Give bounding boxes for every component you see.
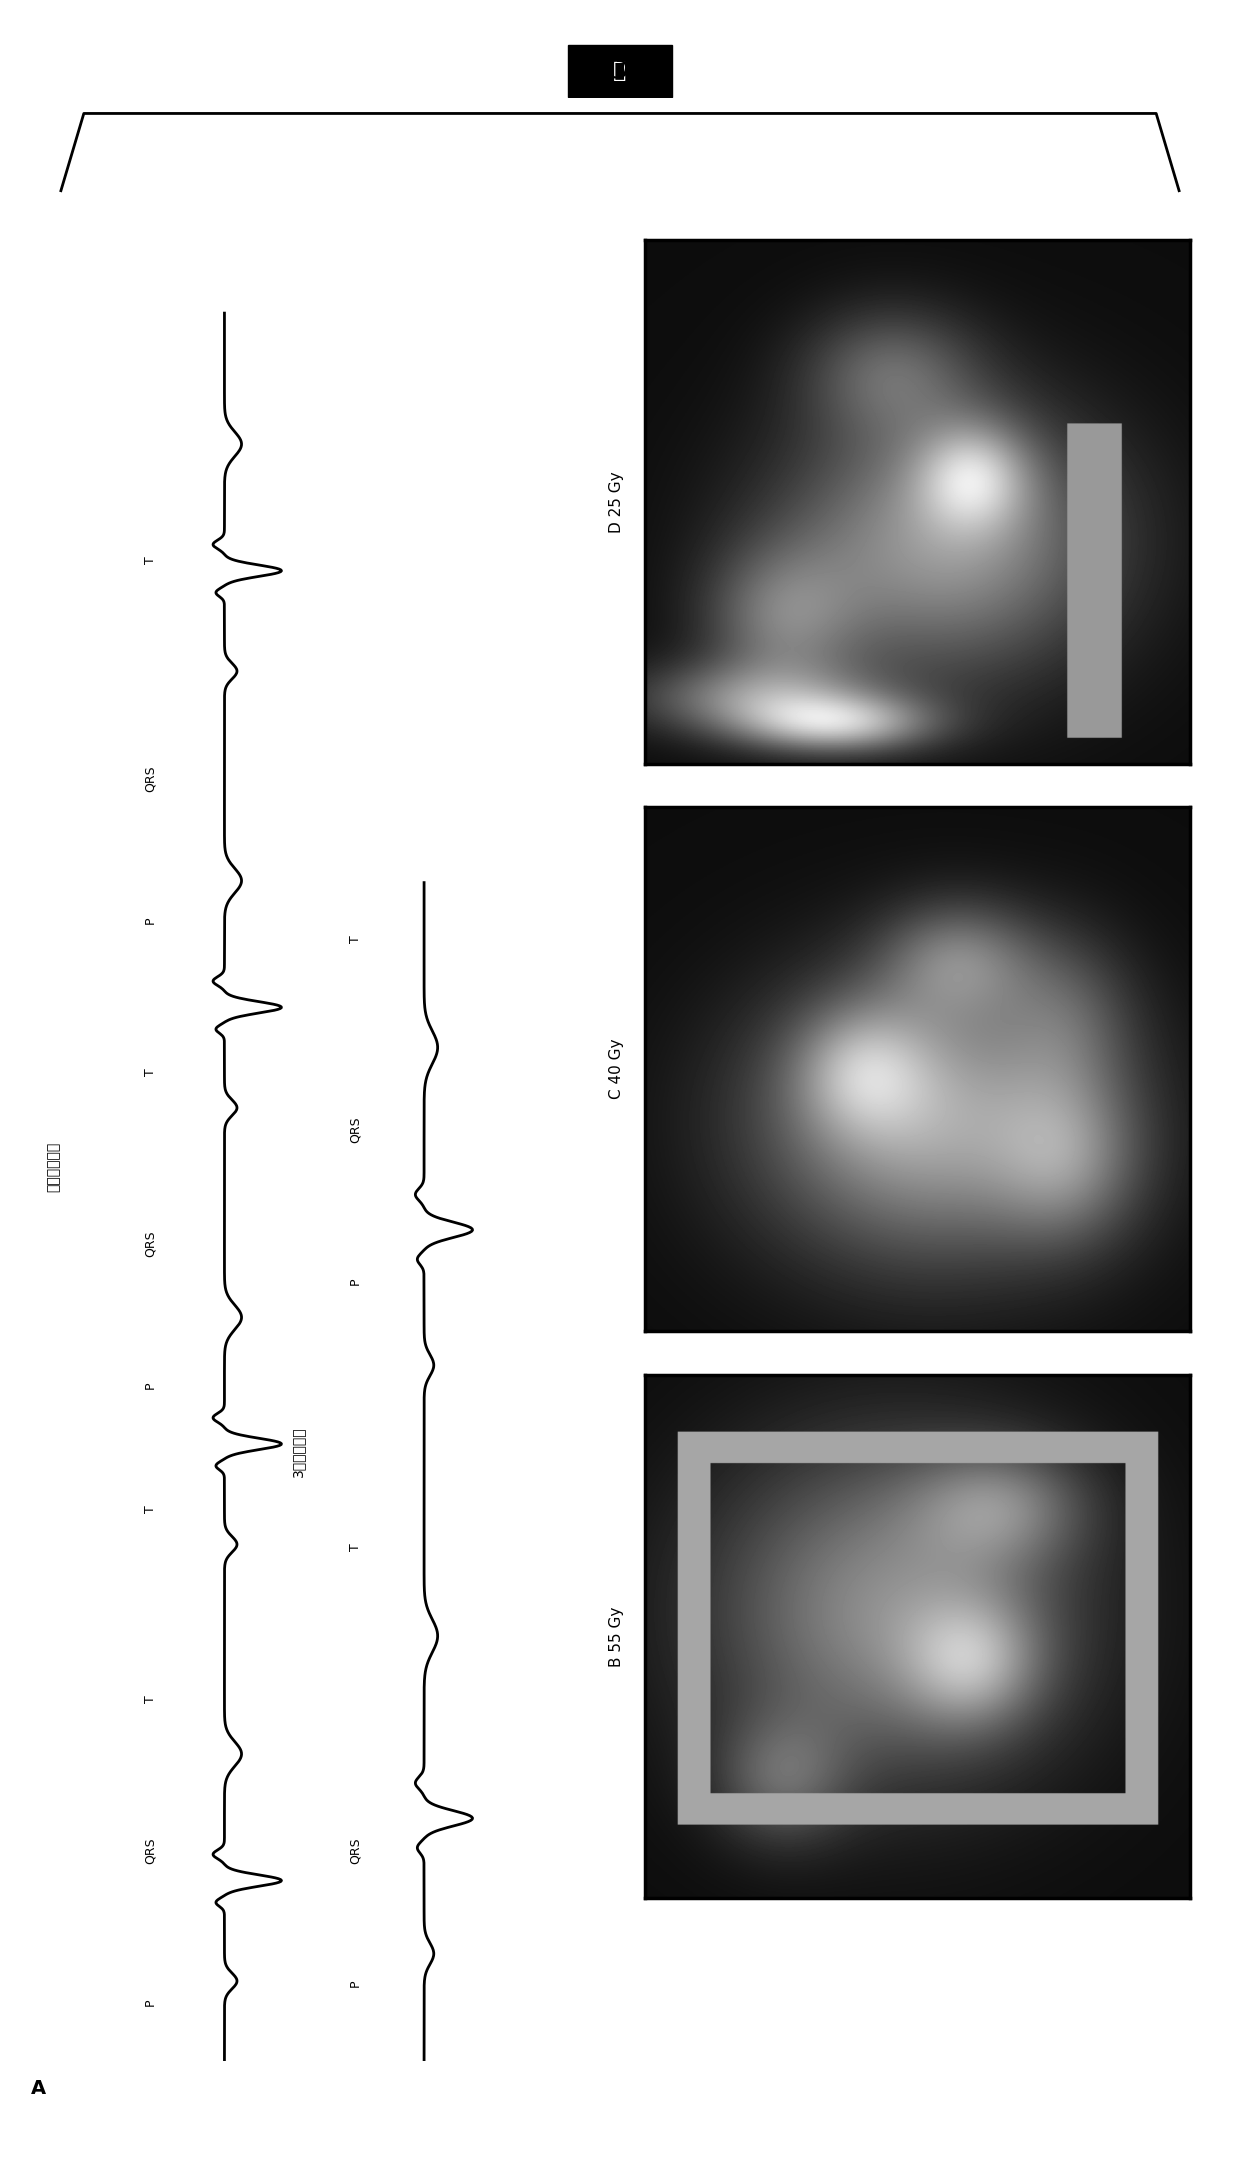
Text: P: P <box>350 1276 362 1285</box>
Text: QRS: QRS <box>350 1115 362 1143</box>
Text: T: T <box>144 1069 156 1076</box>
Text: T: T <box>144 1506 156 1512</box>
Text: QRS: QRS <box>144 766 156 792</box>
Text: D 25 Gy: D 25 Gy <box>609 471 624 532</box>
Text: QRS: QRS <box>144 1231 156 1257</box>
Text: T: T <box>350 1543 362 1551</box>
Text: 3: 3 <box>606 46 634 87</box>
Text: QRS: QRS <box>144 1837 156 1863</box>
Text: A: A <box>31 2079 46 2097</box>
Text: 3个月随访后: 3个月随访后 <box>291 1427 305 1477</box>
Text: T: T <box>350 936 362 943</box>
Text: P: P <box>350 1979 362 1988</box>
Text: T: T <box>144 1695 156 1702</box>
Text: P: P <box>144 916 156 925</box>
Text: QRS: QRS <box>350 1837 362 1863</box>
Text: T: T <box>144 556 156 563</box>
Text: 辐照前的基线: 辐照前的基线 <box>46 1141 61 1194</box>
Text: B 55 Gy: B 55 Gy <box>609 1606 624 1667</box>
Text: P: P <box>144 1381 156 1390</box>
Text: P: P <box>144 1999 156 2007</box>
Text: 图: 图 <box>614 61 626 81</box>
FancyBboxPatch shape <box>568 46 672 96</box>
Text: C 40 Gy: C 40 Gy <box>609 1039 624 1100</box>
